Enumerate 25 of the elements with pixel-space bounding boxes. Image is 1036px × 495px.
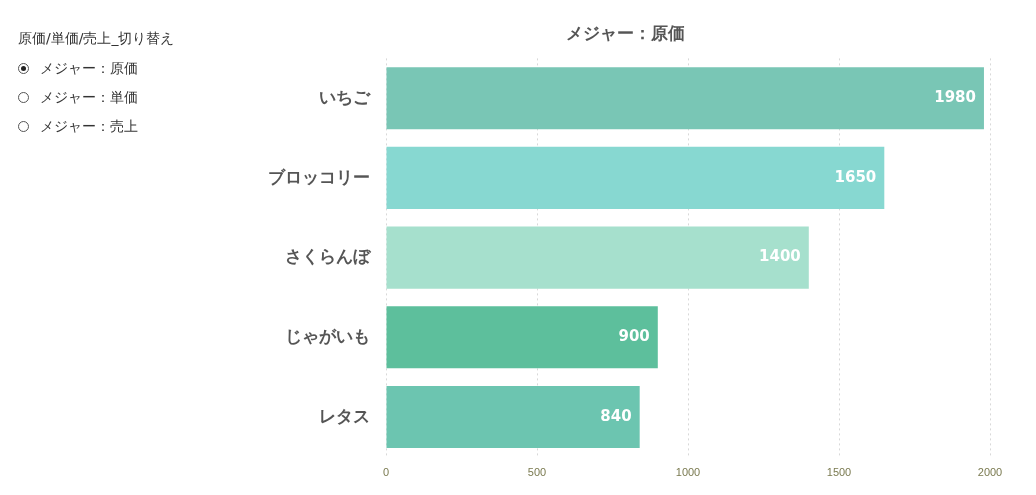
data-label: 840 [600, 406, 632, 425]
bar [386, 67, 984, 130]
data-label: 1650 [834, 167, 877, 186]
y-tick-label: さくらんぼ [285, 247, 372, 267]
data-label: 1400 [759, 247, 801, 266]
bar [386, 146, 885, 209]
y-tick-label: ブロッコリー [268, 167, 370, 187]
text: メジャー：単価 [40, 88, 138, 107]
data-label: 900 [618, 327, 650, 346]
y-tick-label: レタス [319, 406, 370, 426]
chart-title: メジャー：原価 [565, 23, 685, 43]
text: メジャー：原価 [40, 59, 138, 78]
bar [386, 385, 640, 449]
x-tick-label: 0 [382, 466, 390, 479]
y-tick-label: いちご [319, 87, 371, 107]
x-tick-label: 1000 [675, 466, 701, 479]
text: 原価/単価/売上_切り替え [18, 30, 175, 48]
bar [386, 306, 658, 369]
y-tick-label: じゃがいも [285, 326, 370, 346]
data-label: 1980 [934, 88, 976, 107]
x-tick-label: 2000 [977, 466, 1003, 479]
text: メジャー：売上 [40, 117, 138, 136]
x-tick-label: 1500 [826, 466, 852, 479]
bar [386, 226, 809, 289]
x-tick-label: 500 [527, 466, 547, 479]
